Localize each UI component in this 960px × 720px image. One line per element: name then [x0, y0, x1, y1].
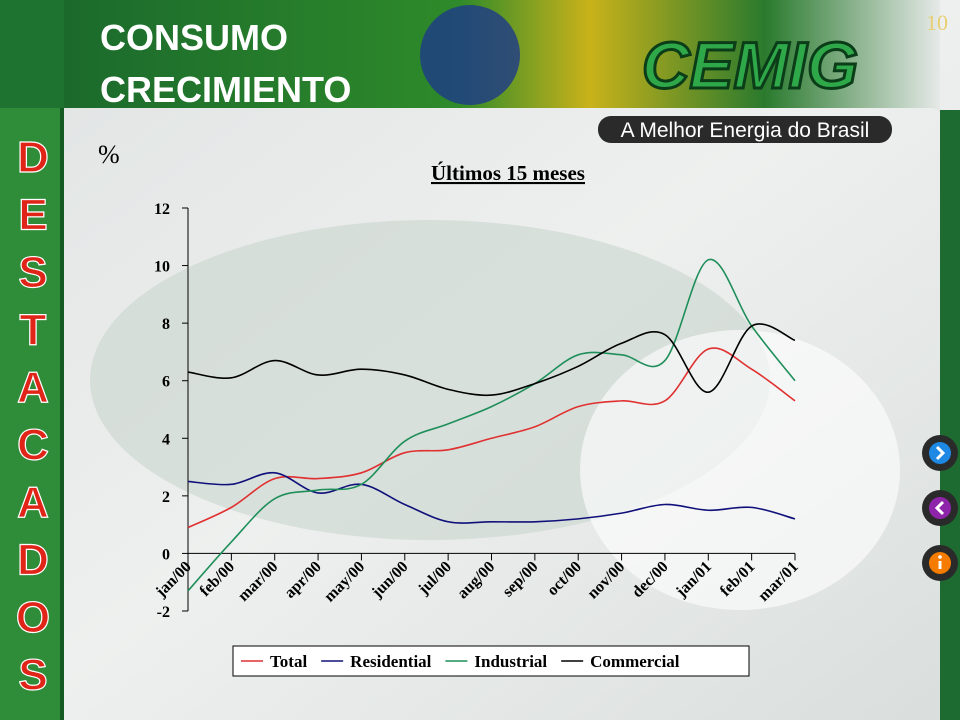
legend-label: Residential — [350, 652, 432, 671]
y-tick-label: -2 — [157, 604, 170, 621]
left-strip — [0, 0, 64, 720]
side-letter: T — [20, 306, 47, 355]
side-letter: A — [17, 478, 49, 527]
y-tick-label: 12 — [154, 201, 170, 218]
info-glyph — [938, 555, 942, 559]
side-letter: O — [16, 593, 50, 642]
heading: CRECIMIENTO — [100, 69, 351, 110]
series-line — [187, 347, 796, 529]
side-letter: S — [18, 651, 47, 700]
side-letter: A — [17, 363, 49, 412]
logo: CEMIG — [642, 28, 858, 102]
series-line — [187, 472, 796, 524]
next-arrow — [935, 445, 946, 461]
y-tick-label: 6 — [162, 374, 170, 391]
y-tick-label: 0 — [162, 546, 170, 563]
water-photo — [580, 330, 900, 610]
left-strip-edge — [60, 0, 64, 720]
next-icon — [929, 442, 951, 464]
left-strip-top — [0, 0, 64, 108]
legend-label: Total — [270, 652, 307, 671]
series-line — [187, 323, 796, 397]
slogan-box — [598, 116, 892, 143]
heading: CONSUMO — [100, 17, 288, 58]
y-axis-label: % — [98, 140, 120, 169]
side-letter: S — [18, 248, 47, 297]
y-tick-label: 10 — [154, 259, 170, 276]
info-glyph — [938, 561, 942, 569]
chart-title: Últimos 15 meses — [431, 161, 585, 185]
legend-box — [232, 645, 750, 677]
slogan: A Melhor Energia do Brasil — [621, 119, 870, 142]
side-letter: D — [17, 536, 49, 585]
y-tick-label: 2 — [162, 489, 170, 506]
y-tick-label: 4 — [162, 431, 170, 448]
legend: Total Residential Industrial Commercial — [232, 645, 750, 677]
side-letter: C — [17, 421, 49, 470]
side-letter: E — [18, 191, 47, 240]
legend-label: Commercial — [590, 652, 680, 671]
back-arrow — [934, 500, 945, 516]
right-strip — [940, 110, 960, 720]
series-line — [187, 258, 796, 592]
flag-globe — [420, 5, 520, 105]
side-letter: D — [17, 133, 49, 182]
page-number: 10 — [926, 10, 948, 35]
y-tick-label: 8 — [162, 316, 170, 333]
back-icon — [929, 497, 951, 519]
nav-buttons — [922, 435, 958, 581]
legend-label: Industrial — [474, 652, 547, 671]
